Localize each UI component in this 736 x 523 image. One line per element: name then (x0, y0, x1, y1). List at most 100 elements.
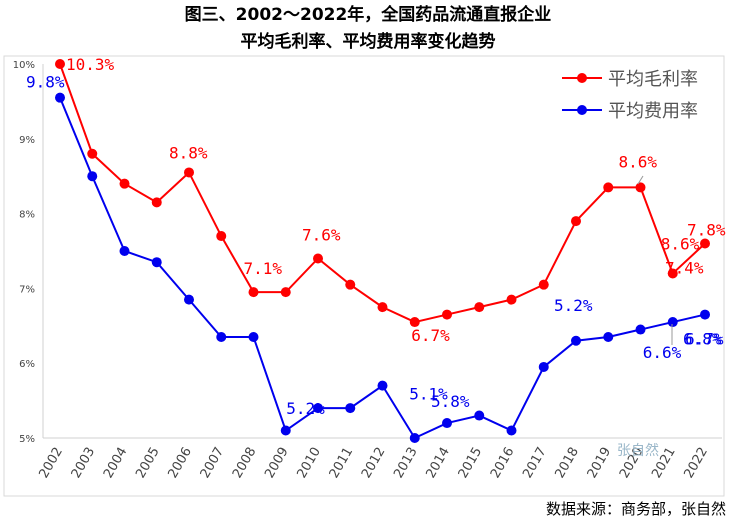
chart-title-line2: 平均毛利率、平均费用率变化趋势 (240, 32, 496, 52)
data-point (55, 59, 65, 69)
legend-label: 平均毛利率 (608, 69, 698, 90)
data-point (216, 231, 227, 242)
data-point (119, 246, 130, 256)
data-point (635, 324, 646, 335)
x-tick-label: 2016 (488, 445, 518, 481)
y-tick-label: 10% (13, 60, 35, 71)
watermark: 张自然 (617, 442, 659, 459)
data-point (248, 332, 259, 343)
data-label: 7.4% (665, 259, 704, 278)
y-tick-labels: 10% 9% 8% 7% 6% 5% (13, 60, 35, 445)
x-tick-label: 2013 (391, 445, 421, 481)
data-point (87, 171, 98, 182)
data-point (506, 425, 517, 436)
data-label: 5.2% (286, 399, 325, 418)
x-tick-label: 2011 (327, 445, 357, 481)
data-point (700, 309, 710, 320)
data-label: 9.8% (26, 73, 65, 92)
x-tick-label: 2008 (230, 445, 260, 481)
y-tick-label: 8% (19, 210, 35, 221)
x-tick-label: 2014 (423, 445, 453, 481)
data-point (184, 167, 194, 178)
data-point (538, 279, 549, 290)
data-point (442, 309, 452, 320)
data-point (151, 257, 162, 268)
data-point (377, 380, 388, 391)
data-point (119, 178, 130, 189)
data-point (603, 182, 614, 193)
x-tick-label: 2009 (262, 445, 292, 481)
source-note: 数据来源：商务部，张自然 (545, 500, 726, 518)
data-label: 6.8% (683, 330, 722, 349)
legend-swatch-marker (577, 105, 587, 115)
x-tick-label: 2019 (585, 445, 615, 481)
data-point (667, 317, 678, 328)
data-point (313, 253, 323, 264)
data-label: 6.7% (685, 330, 724, 349)
data-point (151, 197, 162, 208)
data-point (409, 433, 420, 443)
data-point (216, 332, 227, 343)
leader-line-2021 (637, 175, 644, 185)
data-point (55, 92, 65, 103)
series-points (55, 59, 710, 443)
data-point (442, 418, 452, 429)
data-label: 6.6% (643, 343, 682, 362)
legend-label: 平均费用率 (608, 101, 698, 122)
x-tick-label: 2007 (198, 445, 228, 481)
data-label: 5.8% (431, 392, 470, 411)
data-point (474, 302, 485, 313)
data-label: 5.2% (554, 296, 593, 315)
data-label: 5.1% (409, 385, 448, 404)
x-tick-label: 2017 (520, 445, 550, 481)
data-label: 8.6% (619, 152, 658, 171)
x-tick-label: 2018 (552, 445, 582, 481)
data-point (313, 403, 323, 414)
data-label: 6.7% (411, 326, 450, 345)
data-point (280, 287, 291, 298)
data-point (506, 294, 517, 305)
data-label: 7.8% (687, 221, 726, 240)
legend-swatch-marker (577, 73, 587, 83)
data-point (474, 410, 485, 421)
y-tick-label: 6% (19, 359, 35, 370)
data-point (409, 317, 420, 328)
x-tick-label: 2012 (359, 445, 389, 481)
data-label: 7.6% (302, 225, 341, 244)
x-tick-label: 2005 (133, 445, 163, 481)
data-label: 7.1% (244, 259, 283, 278)
data-label: 8.8% (169, 143, 208, 162)
x-tick-label: 2002 (36, 445, 66, 481)
data-point (345, 403, 356, 414)
data-point (280, 425, 291, 436)
data-point (571, 335, 581, 346)
data-label: 8.6% (661, 234, 700, 253)
data-point (345, 279, 356, 290)
x-tick-label: 2003 (69, 445, 99, 481)
data-point (184, 294, 194, 305)
data-point (667, 268, 678, 279)
data-point (700, 238, 710, 249)
data-labels: 10.3%9.8% 8.8% 7.1% 7.6% 5.8% 5.2% 6.7% 5.1% 5.2… (26, 55, 726, 418)
data-point (603, 332, 614, 343)
data-label: 10.3% (66, 55, 115, 74)
data-point (538, 361, 549, 372)
y-tick-label: 7% (19, 284, 35, 295)
data-point (635, 182, 646, 193)
x-tick-label: 2006 (165, 445, 195, 481)
data-point (87, 148, 98, 159)
data-point (248, 287, 259, 298)
x-tick-label: 2015 (456, 445, 486, 481)
data-point (571, 216, 581, 227)
y-tick-label: 5% (19, 434, 35, 445)
x-tick-label: 2022 (681, 445, 711, 481)
x-tick-labels: 2002 2003 2004 2005 2006 2007 2008 2009 2010 2011… (36, 445, 711, 481)
plot-frame (3, 55, 725, 497)
y-tick-label: 9% (19, 135, 35, 146)
chart-title-line1: 图三、2002～2022年，全国药品流通直报企业 (184, 5, 552, 25)
x-tick-label: 2004 (101, 445, 131, 481)
data-point (377, 302, 388, 313)
x-tick-label: 2010 (294, 445, 324, 481)
